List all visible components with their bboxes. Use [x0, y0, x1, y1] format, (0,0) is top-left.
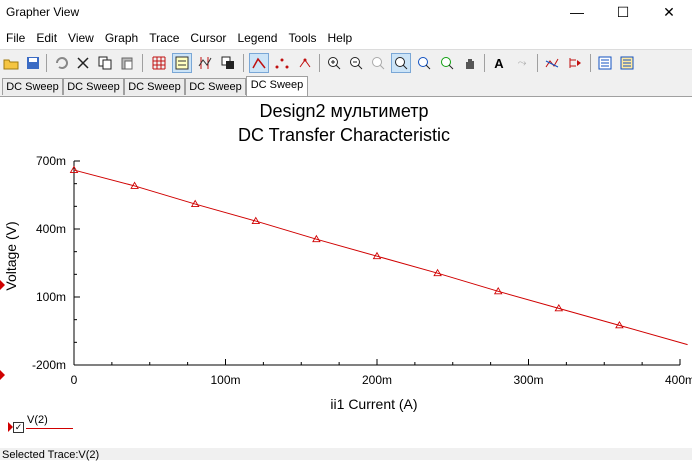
tab-dc-sweep-5[interactable]: DC Sweep [246, 76, 308, 96]
zoom-fit-icon[interactable] [369, 54, 387, 72]
menu-legend[interactable]: Legend [237, 31, 278, 45]
menu-file[interactable]: File [6, 31, 26, 45]
series-line-v2 [73, 169, 688, 346]
next-trace-icon[interactable] [566, 54, 584, 72]
menu-graph[interactable]: Graph [104, 31, 139, 45]
status-bar: Selected Trace:V(2) [0, 448, 692, 461]
data-point-marker [433, 268, 442, 277]
trace-style-icon[interactable] [543, 54, 561, 72]
status-text: Selected Trace:V(2) [2, 449, 100, 461]
x-tick-label: 200m [362, 373, 392, 387]
menu-cursor[interactable]: Cursor [190, 31, 227, 45]
label-icon[interactable]: ⤳ [517, 56, 527, 69]
grid-icon[interactable] [150, 54, 168, 72]
tab-dc-sweep-2[interactable]: DC Sweep [63, 78, 124, 95]
menu-help[interactable]: Help [327, 31, 353, 45]
tab-strip: DC Sweep DC Sweep DC Sweep DC Sweep DC S… [0, 76, 692, 96]
x-tick-label: 300m [513, 373, 543, 387]
legend-label: V(2) [27, 414, 48, 426]
menu-bar: File Edit View Graph Trace Cursor Legend Tools H… [0, 28, 692, 48]
data-point-marker [615, 320, 624, 329]
tab-dc-sweep-4[interactable]: DC Sweep [185, 78, 246, 95]
chart-title: Design2 мультиметр [259, 101, 428, 121]
data-point-marker [69, 165, 79, 174]
tab-dc-sweep-1[interactable]: DC Sweep [2, 78, 63, 95]
x-tick-label: 400m [665, 373, 692, 387]
undo-icon[interactable] [52, 54, 70, 72]
legend-marker [8, 422, 13, 432]
menu-edit[interactable]: Edit [36, 31, 58, 45]
tab-dc-sweep-3[interactable]: DC Sweep [124, 78, 185, 95]
data-point-marker [312, 234, 321, 243]
zoom-in-icon[interactable] [325, 54, 343, 72]
menu-trace[interactable]: Trace [149, 31, 180, 45]
window-title: Grapher View [6, 5, 80, 19]
close-button[interactable]: ✕ [663, 4, 675, 20]
minimize-button[interactable]: — [570, 4, 584, 20]
y-tick-label: 700m [36, 154, 66, 168]
marker-trace-icon[interactable] [273, 54, 291, 72]
x-tick-label: 100m [210, 373, 240, 387]
cut-icon[interactable] [74, 54, 92, 72]
legend-line [26, 428, 73, 429]
open-icon[interactable] [2, 54, 20, 72]
y-tick-label: 100m [36, 290, 66, 304]
zoom-out-icon[interactable] [347, 54, 365, 72]
cursor-icon[interactable] [196, 54, 214, 72]
maximize-button[interactable]: ☐ [616, 4, 630, 20]
data-point-marker [554, 303, 564, 312]
data-point-marker [372, 251, 382, 260]
copy-icon[interactable] [96, 54, 114, 72]
toolbar: A ⤳ [0, 49, 692, 77]
menu-tools[interactable]: Tools [288, 31, 317, 45]
y-axis-label: Voltage (V) [3, 221, 19, 290]
line-trace-icon[interactable] [249, 53, 269, 73]
zoom-y-icon[interactable] [438, 54, 456, 72]
x-axis-label: ii1 Current (A) [330, 396, 417, 412]
export-icon[interactable] [596, 54, 614, 72]
title-bar: Grapher View — ☐ ✕ [0, 0, 692, 28]
data-point-marker [493, 286, 503, 295]
legend: ✓ V(2) [8, 414, 78, 436]
trace-indicator [0, 280, 5, 290]
pan-icon[interactable] [461, 54, 479, 72]
y-tick-label: -200m [32, 358, 66, 372]
y-axis-marker [0, 370, 5, 380]
legend-icon[interactable] [172, 53, 192, 73]
zoom-x-icon[interactable] [415, 54, 433, 72]
data-point-marker [190, 199, 200, 208]
chart[interactable]: Design2 мультиметр DC Transfer Character… [0, 97, 692, 449]
data-point-marker [251, 216, 261, 225]
plot-area[interactable]: Design2 мультиметр DC Transfer Character… [0, 96, 692, 449]
line-marker-trace-icon[interactable] [296, 54, 314, 72]
export-all-icon[interactable] [618, 54, 636, 72]
paste-icon[interactable] [118, 54, 136, 72]
menu-view[interactable]: View [68, 31, 94, 45]
chart-subtitle: DC Transfer Characteristic [238, 125, 450, 145]
legend-checkbox[interactable]: ✓ [13, 422, 24, 433]
y-tick-label: 400m [36, 222, 66, 236]
zoom-area-icon[interactable] [391, 53, 411, 73]
data-point-marker [130, 181, 139, 189]
overlay-icon[interactable] [219, 54, 237, 72]
x-tick-label: 0 [71, 373, 78, 387]
save-icon[interactable] [24, 54, 42, 72]
text-icon[interactable]: A [494, 55, 504, 71]
